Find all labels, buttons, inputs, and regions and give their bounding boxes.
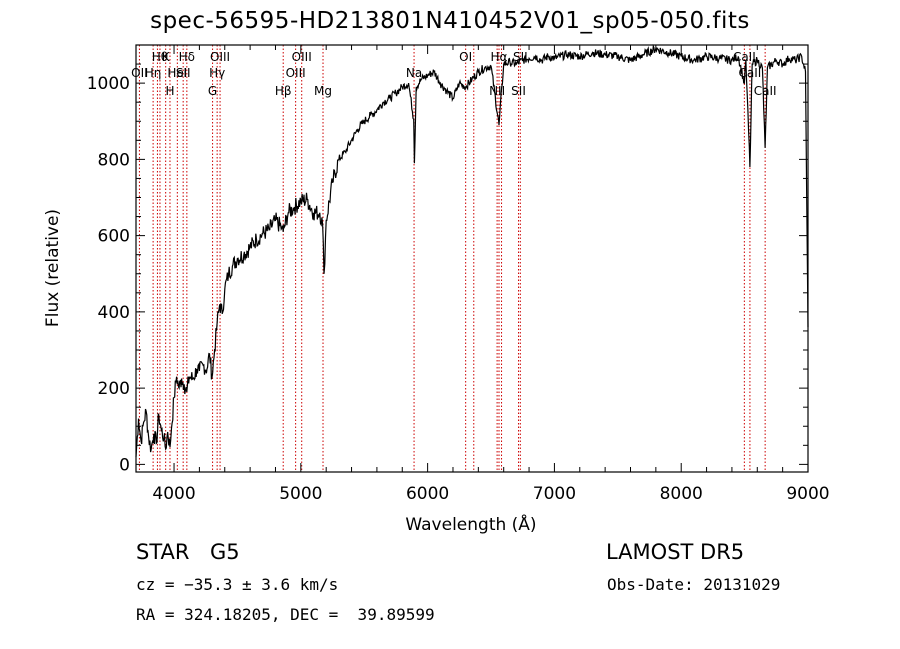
line-label: HeI: [167, 66, 187, 80]
y-tick-label: 200: [98, 379, 130, 399]
line-label: OIII: [292, 50, 312, 64]
chart-title: spec-56595-HD213801N410452V01_sp05-050.f…: [150, 8, 750, 34]
line-labels: OIIHηHθKHHeISIIHδGHγOIIIHβOIIIOIIIMgNaOI…: [131, 50, 776, 98]
spectral-line-markers: [138, 45, 766, 472]
line-label: NII: [489, 84, 505, 98]
observation-date: Obs-Date: 20131029: [607, 575, 781, 594]
line-label: K: [162, 50, 171, 64]
axis-ticks: 4000 5000 6000 7000 8000 9000 0 200 400 600 800 100…: [87, 44, 830, 504]
y-tick-label: 0: [119, 455, 130, 475]
redshift-readout: cz = −35.3 ± 3.6 km/s: [136, 575, 339, 594]
x-tick-label: 6000: [406, 484, 449, 504]
spectrum-line: [135, 43, 809, 457]
x-tick-label: 9000: [786, 484, 829, 504]
y-tick-label: 600: [98, 227, 130, 247]
x-tick-label: 8000: [660, 484, 703, 504]
line-label: G: [208, 84, 217, 98]
x-tick-label: 5000: [279, 484, 322, 504]
line-label: Na: [406, 66, 422, 80]
line-label: Hδ: [179, 50, 195, 64]
line-label: Hβ: [275, 84, 292, 98]
line-label: OI: [459, 50, 472, 64]
coordinates-readout: RA = 324.18205, DEC = 39.89599: [136, 605, 435, 624]
object-subclass: G5: [210, 540, 240, 564]
line-label: SII: [513, 50, 528, 64]
line-label: Hη: [145, 66, 162, 80]
line-label: OII: [131, 66, 148, 80]
line-label: Mg: [314, 84, 332, 98]
line-label: CaII: [733, 50, 756, 64]
line-label: CaII: [739, 66, 762, 80]
y-tick-label: 400: [98, 303, 130, 323]
line-label: Hγ: [209, 66, 225, 80]
plot-frame: [135, 44, 809, 473]
y-axis-label: Flux (relative): [43, 209, 63, 327]
line-label: Hα: [491, 50, 508, 64]
line-label: H: [165, 84, 174, 98]
line-label: SII: [176, 66, 191, 80]
line-label: CaII: [754, 84, 777, 98]
line-label: OIII: [286, 66, 306, 80]
survey-name: LAMOST DR5: [606, 540, 745, 564]
y-tick-label: 800: [98, 150, 130, 170]
object-class: STAR: [136, 540, 190, 564]
line-label: SII: [511, 84, 526, 98]
x-tick-label: 4000: [152, 484, 195, 504]
y-tick-label: 1000: [87, 74, 130, 94]
line-label: Hθ: [152, 50, 168, 64]
line-label: OIII: [210, 50, 230, 64]
x-tick-label: 7000: [533, 484, 576, 504]
x-axis-label: Wavelength (Å): [405, 513, 536, 535]
